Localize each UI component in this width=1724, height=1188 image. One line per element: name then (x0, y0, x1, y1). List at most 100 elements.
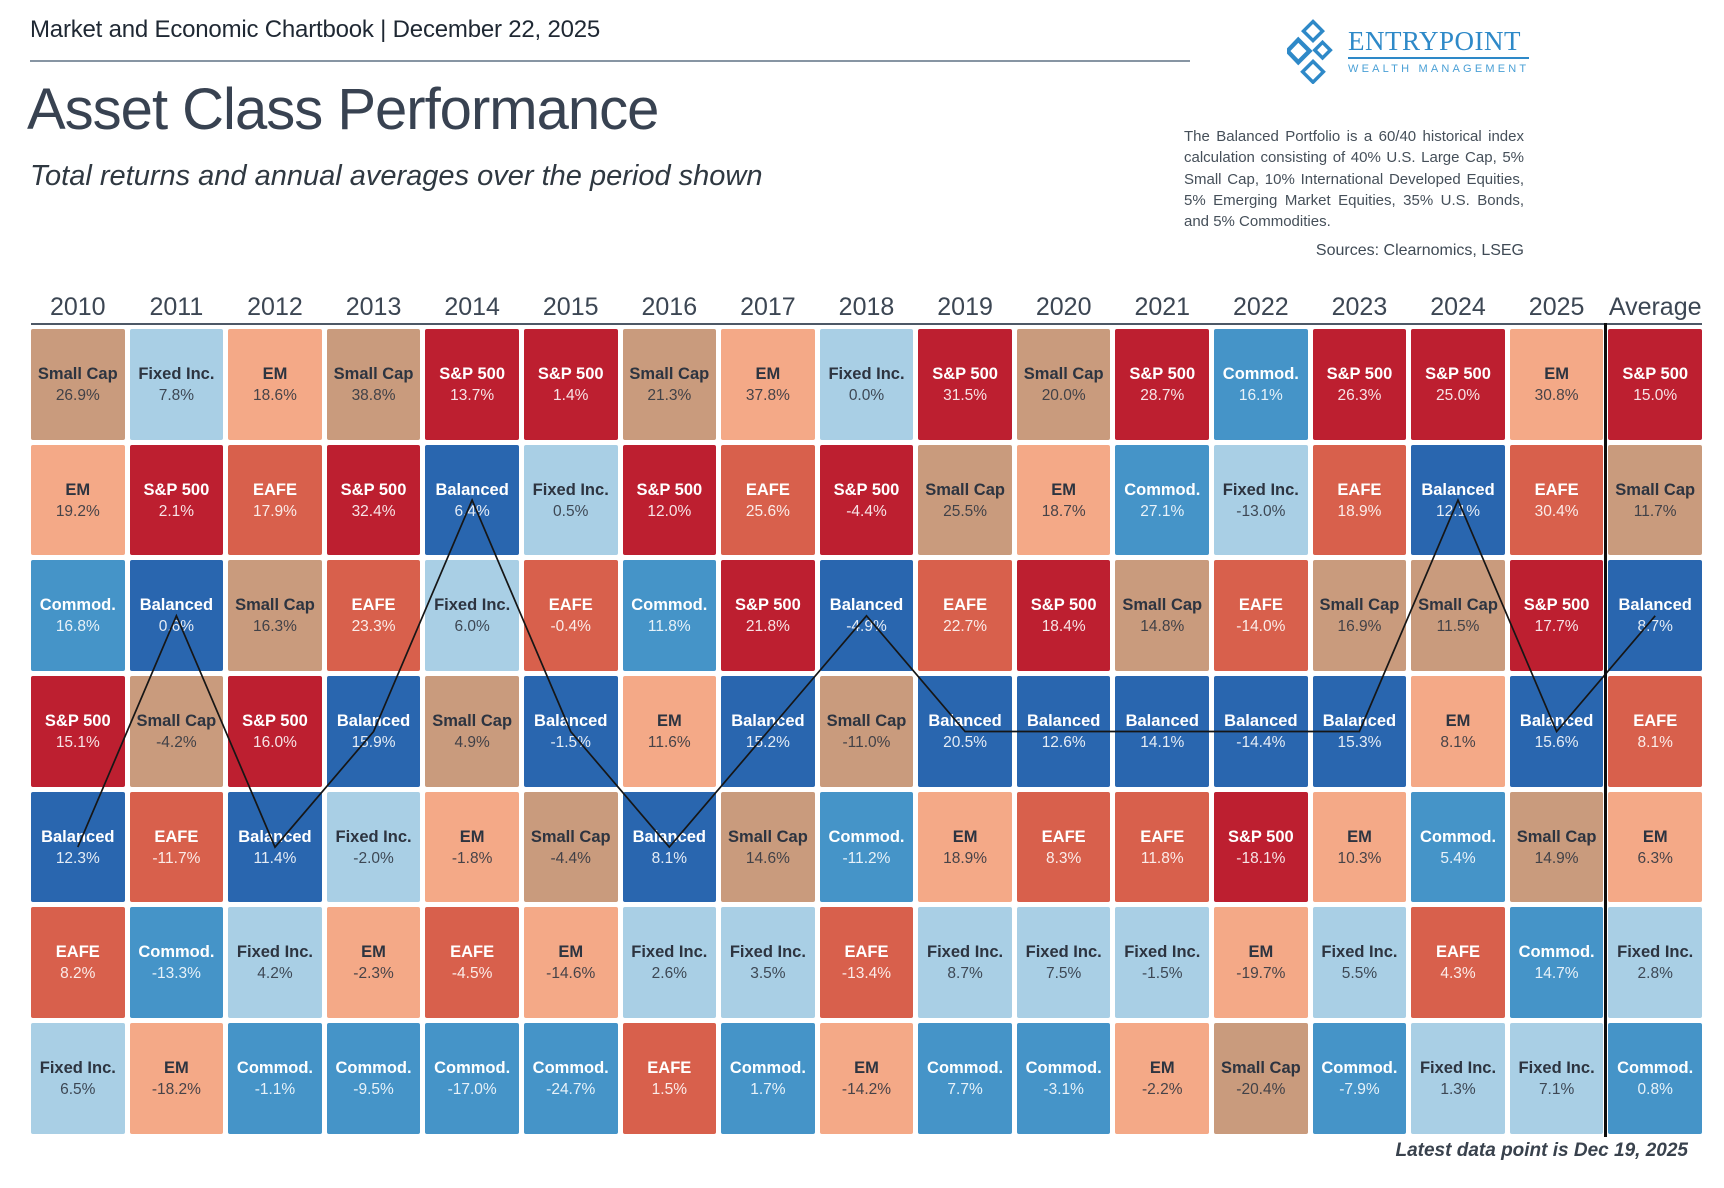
return-value: 16.1% (1238, 386, 1283, 404)
quilt-year-row: 2010 2011 2012 2013 2014 2015 2016 2017 2018 2019… (31, 294, 1702, 320)
return-value: 7.7% (947, 1080, 983, 1098)
asset-label: EAFE (450, 943, 495, 962)
asset-label: Balanced (1618, 596, 1692, 615)
quilt-cell-2017-rank4: Balanced 15.2% (721, 676, 815, 787)
return-value: -18.2% (151, 1080, 201, 1098)
return-value: -11.0% (842, 733, 891, 751)
quilt-cell-2018-rank3: Balanced -4.9% (819, 560, 914, 672)
asset-label: EAFE (943, 596, 988, 615)
return-value: 18.7% (1041, 502, 1086, 520)
return-value: 25.0% (1436, 386, 1480, 404)
logo-text: ENTRYPOINT WEALTH MANAGEMENT (1348, 27, 1530, 75)
asset-label: EM (1051, 480, 1077, 499)
quilt-cell-average-rank7: Commod. 0.8% (1608, 1023, 1702, 1134)
return-value: -2.0% (353, 849, 394, 867)
return-value: -13.3% (151, 965, 201, 983)
asset-label: Fixed Inc. (927, 943, 1004, 962)
asset-label: Small Cap (826, 711, 907, 730)
return-value: 6.3% (1637, 849, 1673, 867)
asset-label: EM (952, 827, 978, 846)
asset-label: Balanced (238, 827, 312, 846)
return-value: 2.8% (1637, 965, 1673, 983)
sources-line: Sources: Clearnomics, LSEG (1315, 242, 1524, 260)
quilt-cell-2010-rank7: Fixed Inc. 6.5% (31, 1023, 125, 1134)
return-value: -20.4% (1236, 1080, 1286, 1098)
quilt-cell-2011-rank5: EAFE -11.7% (129, 791, 224, 903)
asset-label: Balanced (731, 711, 805, 730)
asset-label: EM (164, 1058, 189, 1077)
return-value: -19.7% (1236, 965, 1286, 983)
return-value: 7.8% (158, 386, 195, 404)
asset-label: EAFE (1140, 827, 1185, 846)
column-header-2013: 2013 (345, 293, 402, 321)
quilt-cell-2017-rank5: Small Cap 14.6% (721, 791, 815, 903)
asset-label: Fixed Inc. (1518, 1058, 1595, 1077)
return-value: 11.8% (647, 618, 691, 636)
return-value: -11.2% (842, 849, 891, 867)
return-value: 15.0% (1633, 386, 1678, 404)
asset-label: Small Cap (1220, 1058, 1301, 1077)
return-value: 5.4% (1440, 849, 1476, 867)
return-value: 6.5% (60, 1080, 96, 1098)
quilt-cell-2025-rank6: Commod. 14.7% (1509, 907, 1604, 1019)
return-value: -0.4% (550, 618, 591, 636)
return-value: 23.3% (351, 618, 396, 636)
return-value: 11.6% (647, 733, 691, 751)
asset-label: S&P 500 (1425, 364, 1491, 383)
asset-label: Commod. (1419, 827, 1497, 846)
return-value: 1.4% (553, 386, 589, 404)
asset-label: Fixed Inc. (1025, 943, 1102, 962)
quilt-cell-2010-rank3: Commod. 16.8% (31, 560, 125, 672)
quilt-cell-2015-rank6: EM -14.6% (523, 907, 618, 1019)
quilt-cell-2017-rank3: S&P 500 21.8% (721, 560, 815, 672)
return-value: -1.5% (1142, 965, 1183, 983)
latest-data-footnote: Latest data point is Dec 19, 2025 (1395, 1140, 1688, 1161)
return-value: 10.3% (1337, 849, 1382, 867)
quilt-cell-2023-rank3: Small Cap 16.9% (1312, 560, 1407, 672)
asset-label: Commod. (1617, 1058, 1694, 1077)
quilt-cell-2016-rank6: Fixed Inc. 2.6% (622, 907, 717, 1019)
return-value: 1.7% (750, 1080, 786, 1098)
asset-label: EM (755, 364, 781, 383)
quilt-cell-2016-rank3: Commod. 11.8% (622, 560, 717, 672)
quilt-cell-average-rank2: Small Cap 11.7% (1608, 444, 1702, 556)
column-header-average: Average (1608, 293, 1702, 321)
quilt-cell-2015-rank5: Small Cap -4.4% (523, 791, 618, 903)
return-value: 11.4% (253, 849, 297, 867)
quilt-cell-2016-rank5: Balanced 8.1% (622, 791, 717, 903)
asset-label: Balanced (1125, 711, 1199, 730)
quilt-cell-2014-rank4: Small Cap 4.9% (425, 676, 519, 787)
asset-label: Commod. (532, 1058, 609, 1077)
column-header-2020: 2020 (1035, 293, 1092, 321)
return-value: -7.9% (1339, 1080, 1380, 1098)
quilt-cell-2020-rank1: Small Cap 20.0% (1016, 329, 1111, 440)
quilt-cell-2016-rank2: S&P 500 12.0% (622, 444, 717, 556)
return-value: 8.1% (651, 849, 687, 867)
return-value: -13.0% (1236, 502, 1286, 520)
quilt-cell-2013-rank3: EAFE 23.3% (326, 560, 421, 672)
return-value: 32.4% (351, 502, 396, 520)
quilt-cell-2012-rank3: Small Cap 16.3% (228, 560, 322, 672)
quilt-cell-2023-rank5: EM 10.3% (1312, 791, 1407, 903)
return-value: 3.5% (750, 965, 786, 983)
asset-label: S&P 500 (439, 364, 506, 383)
return-value: 11.8% (1140, 849, 1184, 867)
quilt-cell-2021-rank4: Balanced 14.1% (1115, 676, 1210, 787)
asset-label: EM (1149, 1058, 1175, 1077)
quilt-cell-2025-rank5: Small Cap 14.9% (1509, 791, 1604, 903)
return-value: 8.3% (1046, 849, 1082, 867)
return-value: -14.6% (546, 965, 596, 983)
return-value: 20.0% (1041, 386, 1086, 404)
return-value: 30.4% (1534, 502, 1579, 520)
quilt-cell-2019-rank7: Commod. 7.7% (918, 1023, 1012, 1134)
asset-label: S&P 500 (1030, 596, 1097, 615)
column-header-2010: 2010 (49, 293, 106, 321)
asset-label: EM (854, 1058, 879, 1077)
quilt-cell-2024-rank2: Balanced 12.1% (1411, 444, 1505, 556)
quilt-cell-2025-rank7: Fixed Inc. 7.1% (1509, 1023, 1604, 1134)
return-value: -4.9% (846, 618, 887, 636)
asset-label: EM (1248, 943, 1274, 962)
quilt-cell-2010-rank5: Balanced 12.3% (31, 791, 125, 903)
return-value: 18.9% (1337, 502, 1382, 520)
asset-label: S&P 500 (833, 480, 900, 499)
